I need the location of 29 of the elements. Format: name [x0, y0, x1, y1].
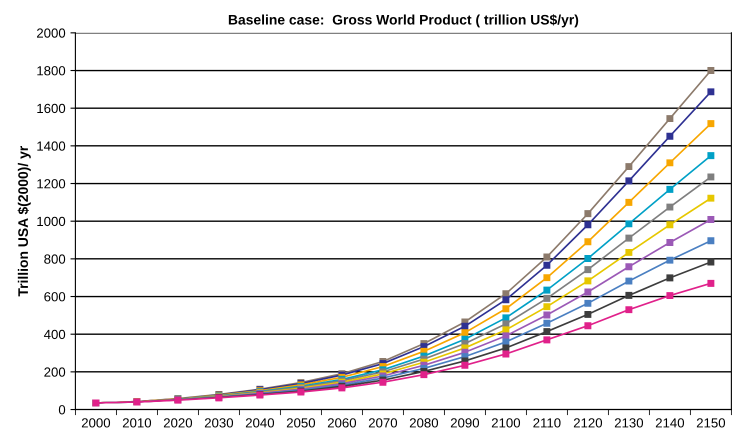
y-tick-label: 1400 [37, 141, 66, 151]
y-tick-label: 1800 [37, 66, 66, 76]
y-tick-label: 2000 [36, 28, 66, 38]
x-tick-label: 2130 [614, 418, 644, 428]
x-tick-label: 2040 [246, 418, 274, 428]
x-tick-label: 2080 [410, 418, 438, 428]
y-tick-label: 0 [58, 405, 66, 414]
x-tick-label: 2100 [492, 418, 520, 428]
y-tick-label: 400 [44, 330, 66, 340]
x-tick-label: 2050 [286, 418, 316, 428]
x-tick-label: 2150 [696, 418, 726, 428]
y-axis-title: Trillion USA $(2000)/ yr [18, 146, 31, 296]
x-tick-label: 2140 [656, 418, 684, 428]
x-tick-label: 2120 [574, 418, 602, 428]
x-tick-label: 2000 [82, 418, 110, 428]
x-tick-label: 2030 [204, 418, 234, 428]
x-tick-label: 2070 [368, 418, 398, 428]
y-tick-label: 1000 [37, 216, 66, 226]
x-tick-label: 2010 [122, 418, 152, 428]
x-tick-label: 2020 [164, 418, 192, 428]
x-tick-label: 2090 [450, 418, 480, 428]
y-tick-label: 200 [44, 367, 66, 377]
x-tick-label: 2110 [533, 418, 561, 428]
y-tick-label: 800 [44, 254, 66, 264]
y-tick-label: 1600 [37, 104, 66, 114]
y-tick-label: 1200 [37, 179, 66, 188]
y-tick-label: 600 [44, 292, 66, 302]
x-tick-label: 2060 [328, 418, 356, 428]
chart-title: Baseline case: Gross World Product ( trillion US$/yr) [228, 14, 578, 28]
